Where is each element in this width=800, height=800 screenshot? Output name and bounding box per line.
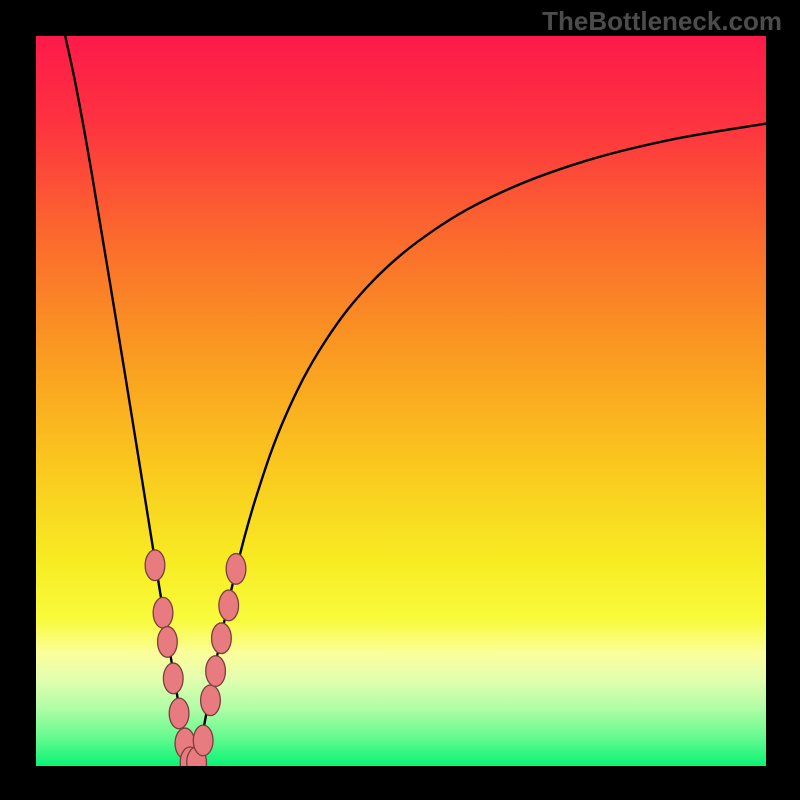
data-marker bbox=[219, 590, 239, 621]
data-marker bbox=[169, 698, 189, 729]
data-marker bbox=[212, 623, 232, 654]
bottleneck-chart bbox=[36, 36, 766, 766]
data-marker bbox=[158, 627, 178, 658]
data-marker bbox=[193, 725, 213, 756]
plot-area bbox=[36, 36, 766, 766]
gradient-background bbox=[36, 36, 766, 766]
data-marker bbox=[206, 656, 226, 687]
data-marker bbox=[226, 554, 246, 585]
chart-container: TheBottleneck.com bbox=[0, 0, 800, 800]
watermark-text: TheBottleneck.com bbox=[542, 6, 782, 37]
data-marker bbox=[163, 663, 183, 694]
data-marker bbox=[201, 685, 221, 716]
data-marker bbox=[145, 550, 165, 581]
data-marker bbox=[153, 597, 173, 628]
